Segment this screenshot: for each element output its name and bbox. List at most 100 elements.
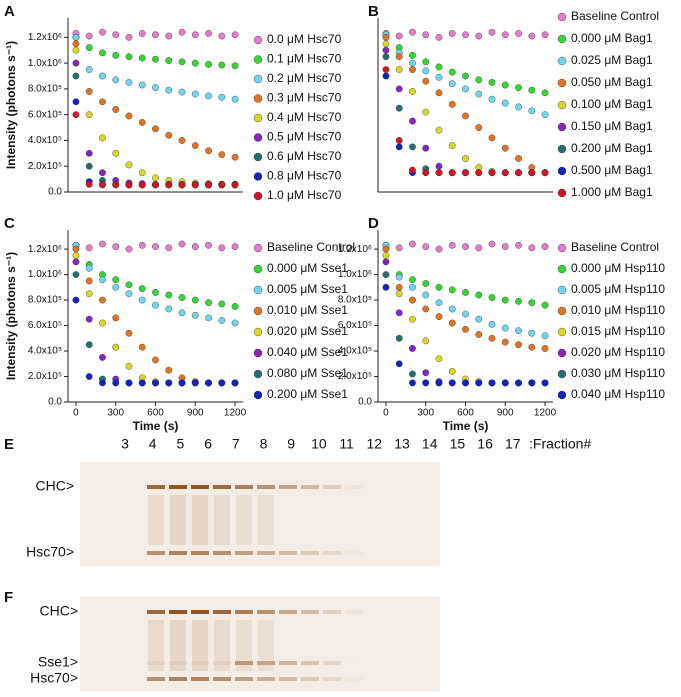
data-point [72, 72, 80, 80]
gel-band [169, 661, 187, 665]
data-point [488, 334, 496, 342]
data-point [231, 303, 239, 310]
data-point [448, 368, 456, 375]
data-point [152, 174, 159, 182]
data-point [422, 31, 430, 39]
data-point [231, 379, 239, 387]
data-point [138, 181, 146, 189]
data-point [501, 243, 509, 250]
gel-band [169, 551, 187, 555]
legend-marker [557, 306, 567, 316]
legend-label: 0.3 μM Hsc70 [267, 91, 342, 105]
data-point [395, 143, 403, 151]
gel-band [279, 610, 297, 614]
legend-label: 0.1 μM Hsc70 [267, 52, 342, 66]
data-point [462, 325, 469, 333]
legend-marker [253, 35, 263, 45]
data-point [125, 181, 133, 189]
data-point [152, 356, 159, 364]
data-point [218, 317, 226, 324]
legend-label: 0.6 μM Hsc70 [267, 149, 342, 163]
panel-label: C [4, 215, 15, 232]
data-point [152, 125, 159, 133]
y-axis-label: Intensity (photons s⁻¹) [4, 41, 18, 169]
gel-band [345, 551, 363, 555]
legend-label: 0.150 μM Bag1 [571, 119, 653, 133]
lane-label: 3 [121, 436, 129, 452]
data-point [528, 107, 536, 115]
data-point [165, 131, 173, 139]
data-point [72, 33, 80, 41]
data-point [205, 30, 212, 37]
data-point [448, 286, 456, 294]
data-point [85, 180, 93, 188]
data-point [178, 88, 186, 96]
data-point [409, 88, 416, 95]
data-point [528, 379, 536, 387]
data-point [112, 106, 120, 113]
x-axis-label: Time (s) [133, 419, 179, 433]
gel-smear [170, 495, 186, 545]
data-point [462, 243, 469, 250]
data-point [138, 296, 146, 304]
y-tick-label: 2.0x10⁵ [28, 371, 62, 382]
y-tick-label: 0.0 [358, 397, 372, 408]
legend-marker [557, 166, 567, 176]
data-point [501, 338, 509, 346]
data-point [112, 181, 120, 189]
legend-label: Baseline Control [571, 9, 659, 23]
data-point [409, 276, 416, 284]
data-point [409, 143, 416, 151]
data-point [395, 104, 403, 112]
legend-label: 0.200 μM Sse1 [267, 387, 348, 401]
data-point [205, 299, 212, 307]
data-point [99, 240, 106, 248]
data-point [475, 169, 483, 177]
data-point [515, 327, 522, 335]
gel-band [345, 485, 363, 489]
data-point [112, 276, 120, 284]
data-point [231, 243, 239, 250]
panel-label: E [4, 436, 14, 453]
data-point [395, 334, 403, 342]
data-point [85, 373, 93, 380]
data-point [462, 289, 469, 296]
data-point [382, 283, 390, 291]
data-point [435, 126, 443, 134]
data-point [382, 66, 390, 73]
data-point [382, 53, 390, 61]
data-point [205, 147, 212, 155]
data-point [99, 134, 106, 142]
data-point [382, 46, 390, 54]
y-tick-label: 6.0x10⁵ [338, 320, 372, 331]
data-point [191, 90, 199, 98]
gel-band [213, 485, 231, 489]
data-point [125, 362, 133, 370]
legend-label: 0.2 μM Hsc70 [267, 71, 342, 85]
data-point [475, 244, 483, 252]
gel-band [191, 485, 209, 489]
legend-marker [557, 264, 567, 274]
data-point [501, 99, 509, 107]
data-point [515, 84, 522, 92]
y-tick-label: 1.0x10⁶ [338, 269, 372, 280]
data-point [541, 243, 549, 250]
data-point [125, 79, 133, 86]
legend-marker [253, 348, 263, 358]
data-point [395, 66, 403, 73]
data-point [488, 294, 496, 301]
data-point [462, 31, 469, 39]
gel-band [257, 661, 275, 665]
data-point [72, 252, 80, 259]
legend-label: 0.200 μM Bag1 [571, 141, 653, 155]
legend-marker [557, 390, 567, 400]
data-point [165, 32, 173, 40]
lane-label: 14 [422, 436, 438, 452]
band-label: CHC> [35, 478, 74, 494]
y-tick-label: 4.0x10⁵ [338, 346, 372, 357]
data-point [165, 291, 173, 299]
y-tick-label: 4.0x10⁵ [28, 135, 62, 146]
data-point [138, 343, 146, 351]
data-point [231, 153, 239, 161]
